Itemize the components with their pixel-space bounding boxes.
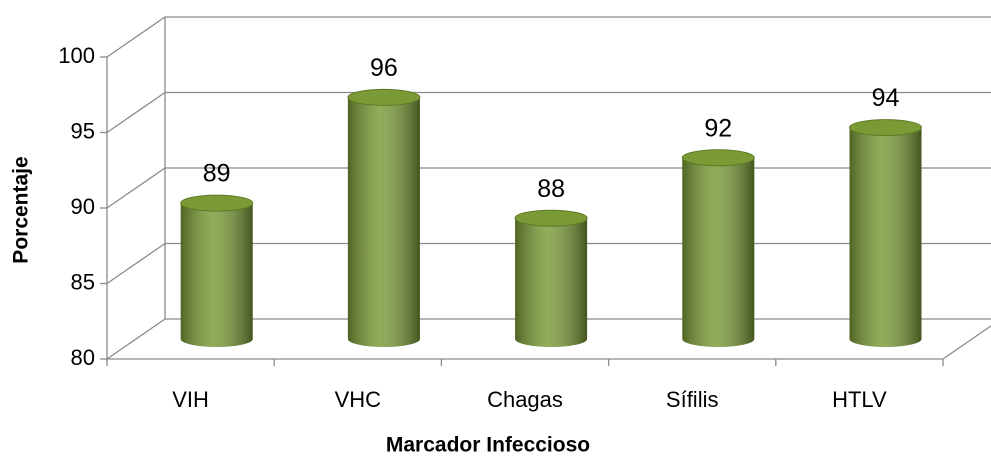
- value-label: 88: [537, 175, 565, 203]
- y-tick-label: 95: [71, 118, 95, 143]
- bar-shade: [180, 203, 253, 347]
- x-axis-label: Marcador Infeccioso: [386, 434, 590, 457]
- bar: [849, 119, 922, 347]
- value-label: 92: [704, 114, 732, 142]
- bar-shade: [682, 157, 755, 347]
- x-tick-label: Chagas: [487, 387, 563, 412]
- grid-line: [106, 16, 991, 58]
- x-tick-label: Sífilis: [666, 387, 719, 412]
- bar-top: [849, 119, 922, 137]
- value-label: 96: [370, 54, 398, 82]
- bar: [347, 88, 421, 348]
- x-tick-label: VIH: [172, 387, 209, 412]
- y-tick-label: 90: [71, 194, 95, 219]
- y-tick-label: 80: [71, 345, 95, 370]
- bar-top: [514, 209, 588, 227]
- bar-shade: [849, 127, 922, 347]
- y-tick-label: 100: [58, 43, 95, 68]
- bar-top: [347, 88, 421, 106]
- bar-top: [180, 194, 254, 212]
- x-tick-label: VHC: [335, 387, 382, 412]
- y-axis-label: Porcentaje: [10, 156, 33, 263]
- value-label: 89: [203, 160, 231, 188]
- bar-top: [681, 149, 755, 167]
- x-tick-label: HTLV: [832, 387, 887, 412]
- bar-shade: [347, 97, 420, 348]
- value-label: 94: [872, 84, 900, 112]
- bar-shade: [515, 218, 588, 347]
- bar: [180, 194, 254, 347]
- bar: [514, 209, 588, 347]
- bar: [681, 149, 755, 347]
- y-tick-label: 85: [71, 269, 95, 294]
